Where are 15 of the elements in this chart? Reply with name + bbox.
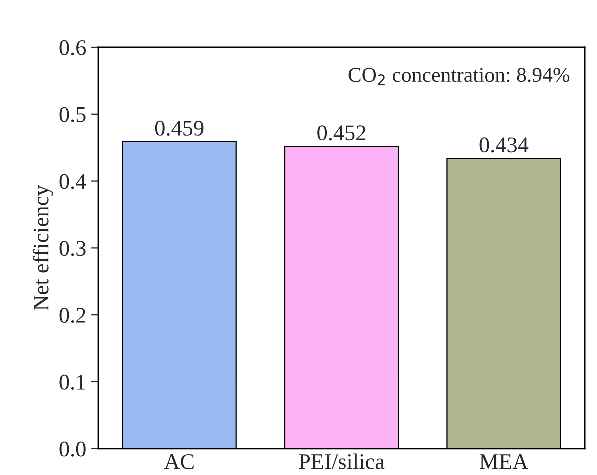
y-tick-label: 0.6 (60, 40, 86, 56)
data-label: 0.452 (318, 126, 366, 141)
y-tick-label: 0.2 (60, 308, 86, 324)
y-axis-title: Net efficiency (32, 185, 54, 311)
x-tick-label: PEI/silica (299, 454, 385, 470)
y-tick-label: 0.5 (60, 107, 86, 122)
y-tick-label: 0.4 (60, 174, 86, 190)
data-label: 0.434 (480, 138, 529, 153)
data-label: 0.459 (155, 120, 204, 136)
annotation: CO$_{2}$ concentration: 8.94% (348, 68, 570, 86)
x-tick-label: AC (164, 454, 194, 470)
y-tick-label: 0.1 (60, 374, 86, 390)
y-tick-label: 0.3 (60, 241, 86, 256)
x-tick-label: MEA (480, 454, 528, 470)
y-tick-label: 0.0 (60, 442, 86, 457)
